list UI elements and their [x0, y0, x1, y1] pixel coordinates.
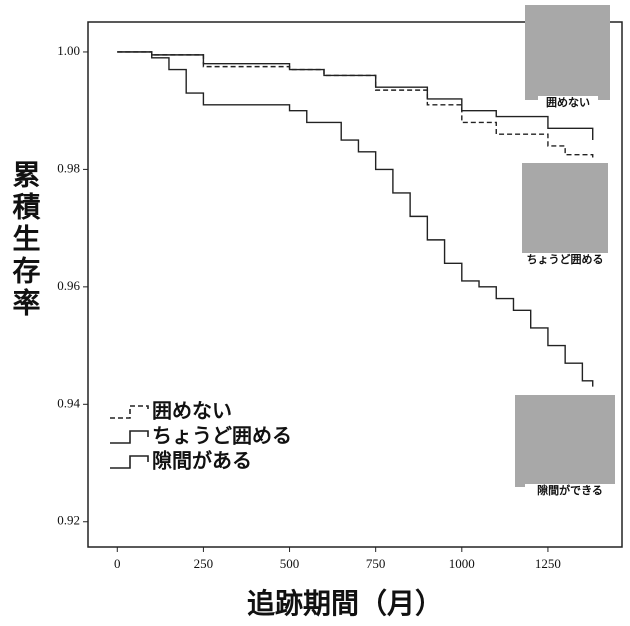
chart: 累積生存率 追跡期間（月） 囲めない ちょうど囲める 隙間ができる 0.92 0.…	[0, 0, 630, 622]
x-tick-label: 500	[280, 556, 300, 571]
x-tick-label: 750	[366, 556, 386, 571]
photo	[525, 5, 610, 100]
photo-caption: 囲めない	[546, 96, 590, 109]
legend-label: 隙間がある	[152, 449, 252, 473]
legend-swatch	[110, 406, 148, 418]
legend-label: ちょうど囲める	[152, 424, 292, 448]
y-tick-label: 0.98	[57, 160, 80, 175]
legend-swatch	[110, 456, 148, 468]
y-tick-label: 1.00	[57, 43, 80, 58]
y-tick-label: 0.96	[57, 278, 80, 293]
legend-swatch	[110, 431, 148, 443]
x-axis-label: 追跡期間（月）	[247, 587, 443, 620]
photo	[522, 163, 608, 255]
y-axis-label: 累積生存率	[9, 160, 42, 320]
x-tick-label: 250	[194, 556, 214, 571]
x-tick-label: 1000	[449, 556, 475, 571]
survival-line	[117, 52, 592, 140]
survival-line	[117, 52, 592, 387]
photo-caption: ちょうど囲める	[527, 253, 604, 266]
y-tick-label: 0.94	[57, 395, 80, 410]
x-tick-label: 0	[114, 556, 121, 571]
x-tick-label: 1250	[535, 556, 561, 571]
legend-label: 囲めない	[152, 399, 232, 423]
photo-caption: 隙間ができる	[537, 483, 603, 497]
y-tick-label: 0.92	[57, 513, 80, 528]
survival-line	[117, 52, 592, 158]
photo	[515, 395, 615, 487]
